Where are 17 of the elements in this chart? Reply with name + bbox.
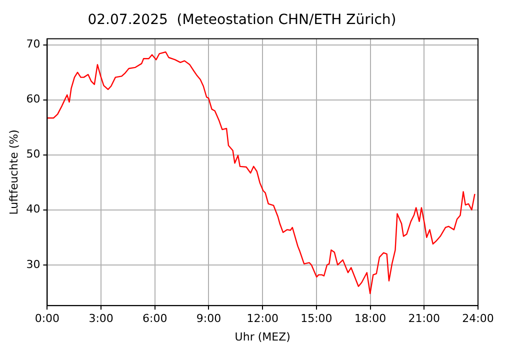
x-tick-label: 6:00 (142, 312, 168, 326)
x-tick-label: 18:00 (354, 312, 386, 326)
x-axis-title: Uhr (MEZ) (234, 330, 290, 344)
y-tick-label: 50 (26, 148, 40, 161)
x-tick-label: 15:00 (300, 312, 332, 326)
x-tick-label: 24:00 (462, 312, 494, 326)
x-tick-label: 12:00 (246, 312, 278, 326)
x-tick-label: 0:00 (34, 312, 60, 326)
chart-title: 02.07.2025 (Meteostation CHN/ETH Zürich) (88, 12, 396, 28)
y-tick-label: 30 (26, 258, 40, 271)
y-tick-label: 60 (26, 92, 40, 106)
y-axis-title: Luftfeuchte (%) (7, 130, 20, 215)
y-tick-label: 40 (26, 202, 40, 216)
x-tick-label: 3:00 (88, 312, 114, 326)
x-tick-label: 21:00 (408, 312, 440, 326)
x-tick-label: 9:00 (196, 312, 222, 326)
y-tick-label: 70 (26, 38, 40, 51)
